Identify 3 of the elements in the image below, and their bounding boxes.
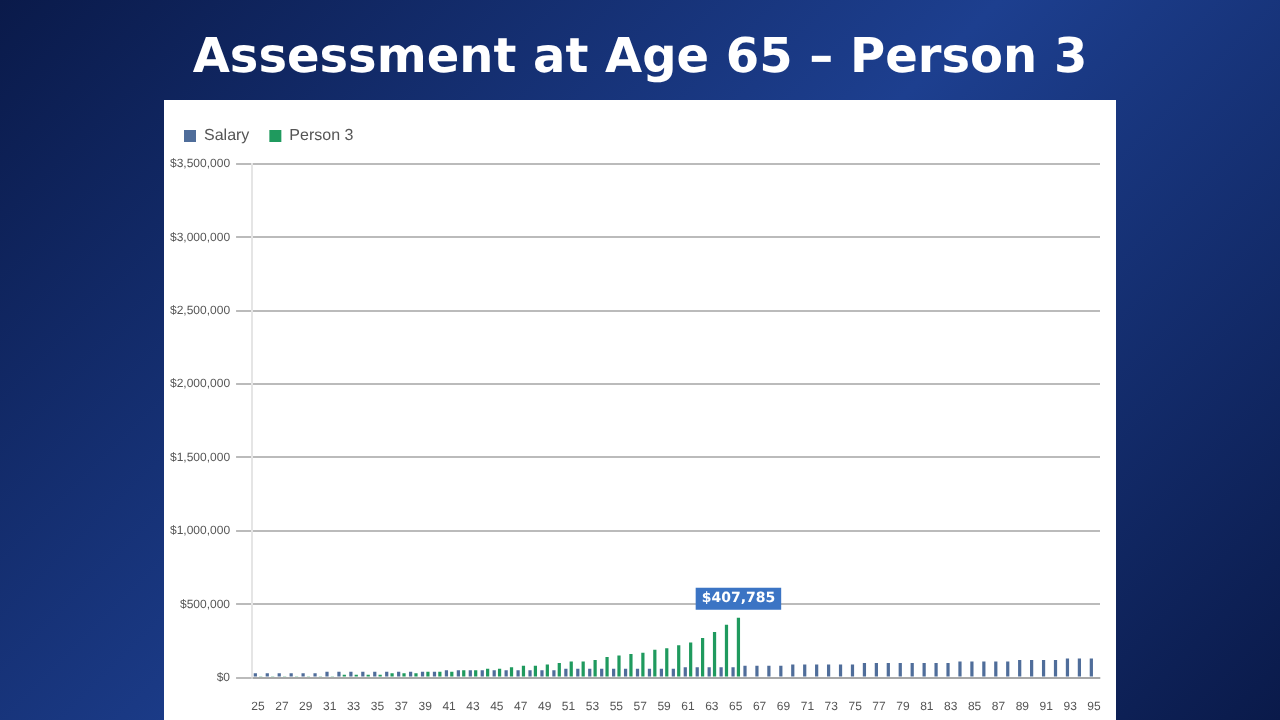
legend-label: Salary	[204, 126, 250, 145]
legend-label: Person 3	[289, 126, 355, 145]
chart-title: Assessment at Age 65 – Person 3	[190, 28, 1090, 84]
